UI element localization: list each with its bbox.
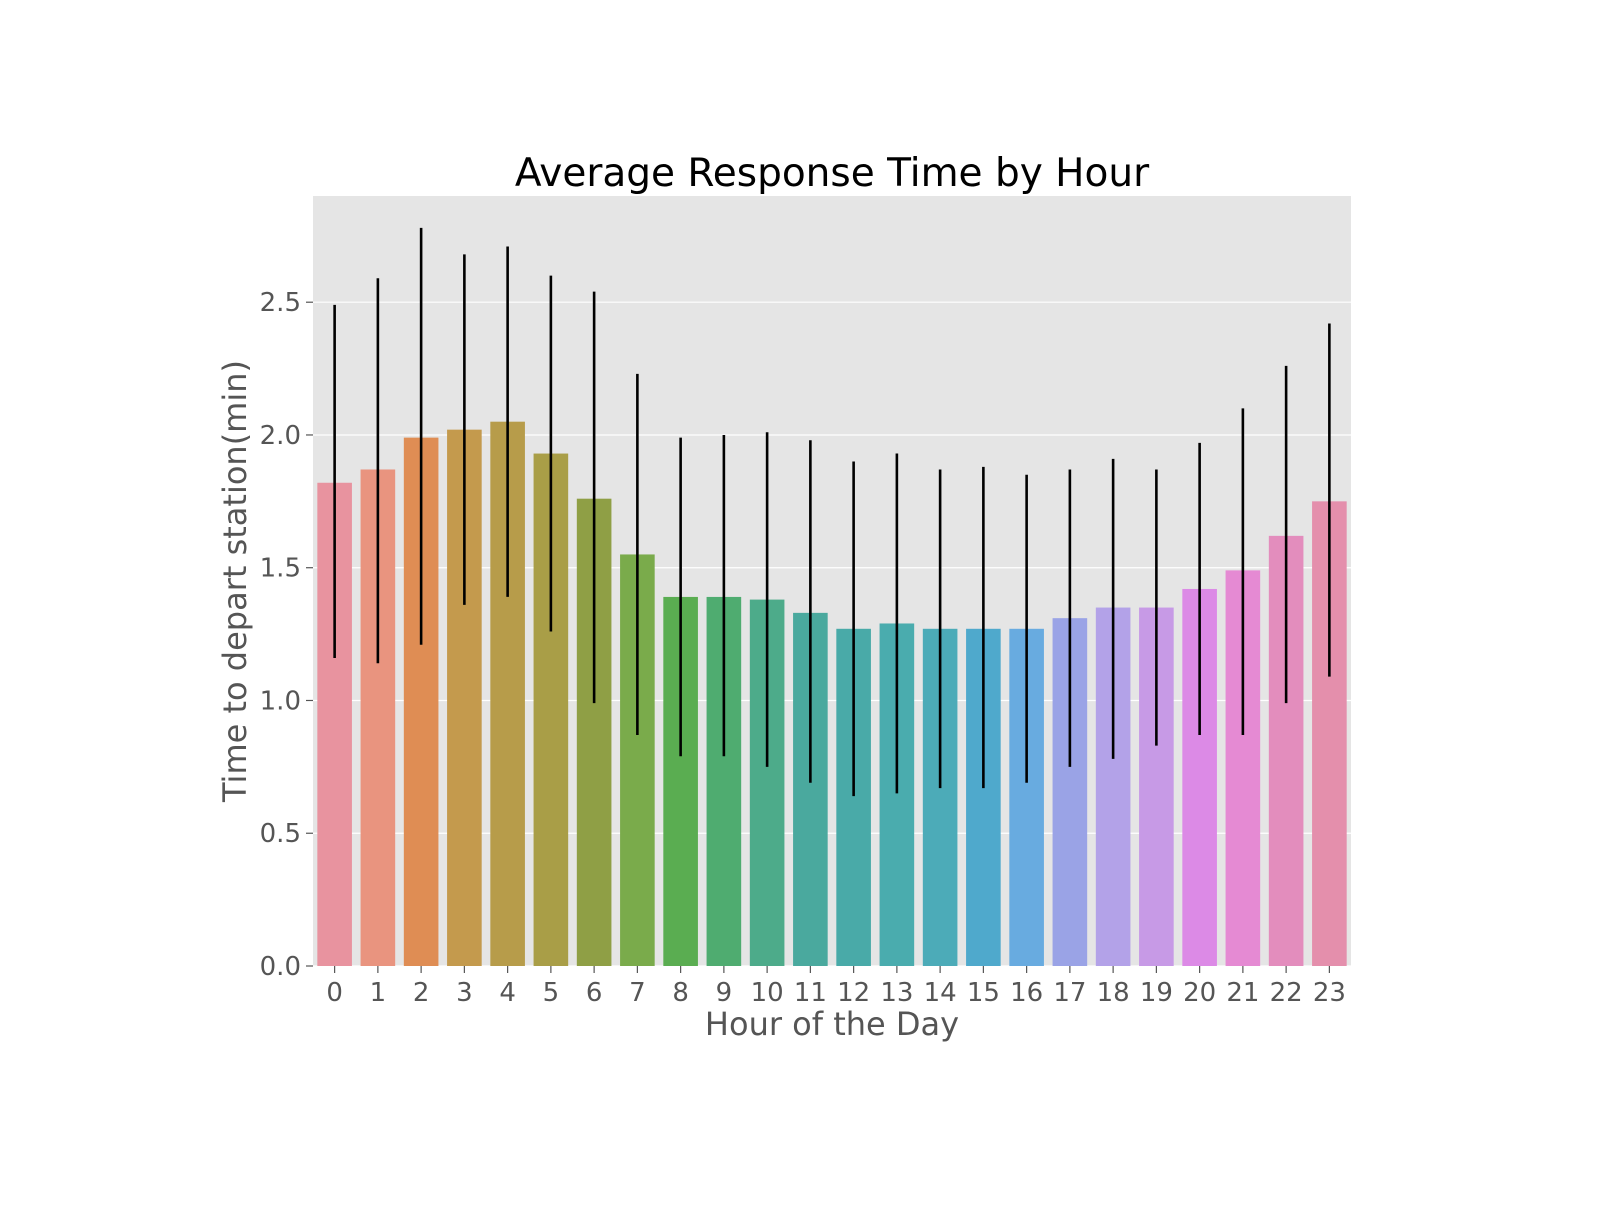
x-tick-label: 1 [370, 978, 387, 1008]
x-tick-label: 3 [456, 978, 473, 1008]
error-bars [333, 227, 1331, 797]
x-tick-label: 20 [1183, 978, 1216, 1008]
x-tick-label: 2 [413, 978, 430, 1008]
grid-lines [313, 301, 1351, 967]
chart-title: Average Response Time by Hour [515, 151, 1150, 196]
x-tick-label: 23 [1313, 978, 1346, 1008]
x-tick-label: 0 [326, 978, 343, 1008]
x-tick-label: 18 [1097, 978, 1130, 1008]
x-tick-label: 5 [543, 978, 560, 1008]
y-axis-label: Time to depart station(min) [216, 360, 254, 803]
y-tick-label: 2.5 [260, 288, 301, 318]
x-tick-label: 7 [629, 978, 646, 1008]
x-tick-label: 4 [499, 978, 516, 1008]
plot-area [313, 196, 1351, 966]
bars [317, 421, 1347, 967]
x-axis-label: Hour of the Day [705, 1005, 959, 1043]
y-tick-label: 1.5 [260, 554, 301, 584]
x-tick-label: 6 [586, 978, 603, 1008]
x-tick-label: 21 [1226, 978, 1259, 1008]
x-tick-label: 22 [1270, 978, 1303, 1008]
x-tick-label: 16 [1010, 978, 1043, 1008]
x-axis-ticks: 0 1 2 3 4 5 6 7 8 9 10 11 12 13 14 15 16 17 18 19 20 21 22 23 [326, 966, 1346, 1008]
x-tick-label: 11 [794, 978, 827, 1008]
x-tick-label: 15 [967, 978, 1000, 1008]
x-tick-label: 19 [1140, 978, 1173, 1008]
x-tick-label: 9 [716, 978, 733, 1008]
y-axis-ticks: 0.0 0.5 1.0 1.5 2.0 2.5 [260, 288, 313, 982]
y-tick-label: 0.5 [260, 819, 301, 849]
y-tick-label: 2.0 [260, 421, 301, 451]
x-tick-label: 13 [880, 978, 913, 1008]
x-tick-label: 14 [924, 978, 957, 1008]
x-tick-label: 8 [672, 978, 689, 1008]
x-tick-label: 10 [751, 978, 784, 1008]
y-tick-label: 0.0 [260, 952, 301, 982]
y-tick-label: 1.0 [260, 686, 301, 716]
x-tick-label: 17 [1053, 978, 1086, 1008]
x-tick-label: 12 [837, 978, 870, 1008]
